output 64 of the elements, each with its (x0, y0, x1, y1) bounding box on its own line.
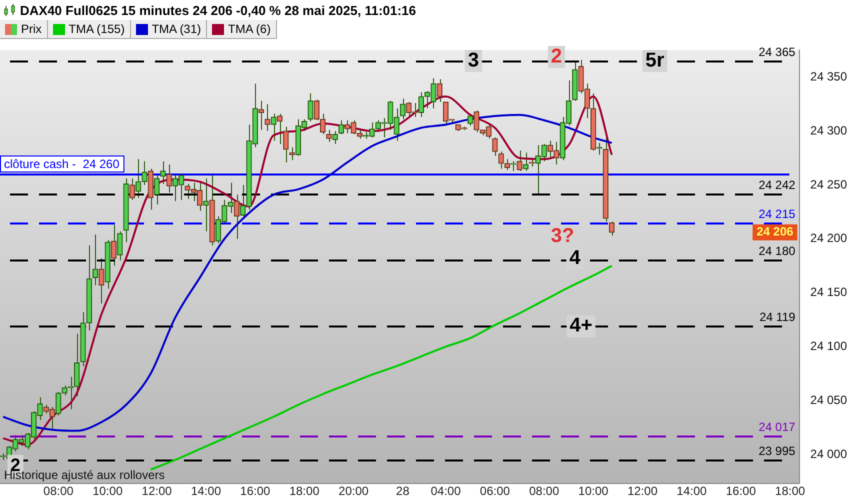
x-tick-label: 10:00 (92, 484, 123, 498)
line-series (150, 264, 613, 471)
x-tick-label: 20:00 (338, 484, 369, 498)
y-tick-label: 24 200 (810, 231, 848, 246)
legend-label: TMA (6) (228, 22, 271, 36)
candlestick (117, 230, 123, 261)
chart-title: DAX40 Full0625 15 minutes 24 206 -0,40 % 28 mai 2025, 11:01:16 (20, 2, 416, 20)
candlestick (608, 221, 615, 236)
ref-line-label: 24 215 (758, 206, 796, 221)
candlestick (400, 98, 406, 120)
y-tick-label: 24 350 (810, 69, 848, 84)
ref-line-label: 24 365 (758, 44, 796, 59)
candlestick (492, 137, 498, 156)
ref-line-label: 24 017 (758, 420, 796, 434)
candlestick (418, 92, 424, 118)
legend-label: TMA (31) (152, 22, 202, 36)
candlestick (522, 152, 529, 172)
candlestick (56, 391, 62, 416)
ref-line-label: 23 995 (758, 444, 796, 458)
x-tick-label: 18:00 (289, 484, 320, 498)
candlestick (308, 92, 314, 122)
x-tick-label: 10:00 (578, 484, 609, 498)
x-tick-label: 06:00 (480, 484, 510, 498)
legend-label: Prix (21, 22, 42, 36)
candlestick (270, 113, 276, 142)
annotation: 24 206 (756, 224, 794, 239)
candlestick (338, 120, 344, 135)
y-tick-label: 24 100 (810, 338, 848, 353)
x-tick-label: 28 (396, 484, 410, 498)
annotation: 4+ (570, 314, 592, 337)
candlestick (498, 151, 504, 170)
candlestick (203, 178, 209, 232)
x-tick-label: 18:00 (775, 484, 806, 498)
ref-line-label: clôture cash - 24 260 (4, 156, 120, 171)
ref-line-label: 24 242 (758, 178, 796, 192)
x-tick-label: 08:00 (529, 484, 560, 498)
annotation: 3 (468, 49, 479, 72)
legend-label: TMA (155) (68, 22, 125, 36)
annotation: 3? (550, 225, 574, 248)
ref-line-label: 24 180 (758, 244, 796, 258)
ref-line-label: 24 119 (759, 310, 796, 324)
candlestick (92, 234, 98, 286)
annotation: 5r (645, 49, 664, 72)
candlestick (160, 160, 166, 184)
candlestick (74, 333, 80, 397)
annotation: 4 (569, 246, 582, 269)
x-tick-label: 16:00 (240, 484, 270, 498)
x-tick-label: 08:00 (43, 484, 74, 498)
y-tick-label: 24 250 (810, 177, 848, 192)
candlestick (154, 174, 160, 205)
x-tick-label: 14:00 (676, 484, 708, 498)
x-tick-label: 04:00 (430, 484, 462, 498)
x-tick-label: 12:00 (142, 484, 172, 498)
y-tick-label: 24 300 (810, 123, 848, 138)
candlestick (283, 126, 289, 163)
y-tick-label: 24 000 (810, 446, 848, 461)
x-tick-label: 16:00 (726, 484, 756, 498)
candlestick (332, 130, 338, 144)
y-tick-label: 24 150 (810, 285, 848, 300)
x-tick-label: 12:00 (627, 484, 658, 498)
y-tick-label: 24 050 (810, 392, 848, 407)
annotation: 2 (550, 45, 562, 68)
candlestick (510, 160, 516, 172)
x-tick-label: 14:00 (190, 484, 222, 498)
